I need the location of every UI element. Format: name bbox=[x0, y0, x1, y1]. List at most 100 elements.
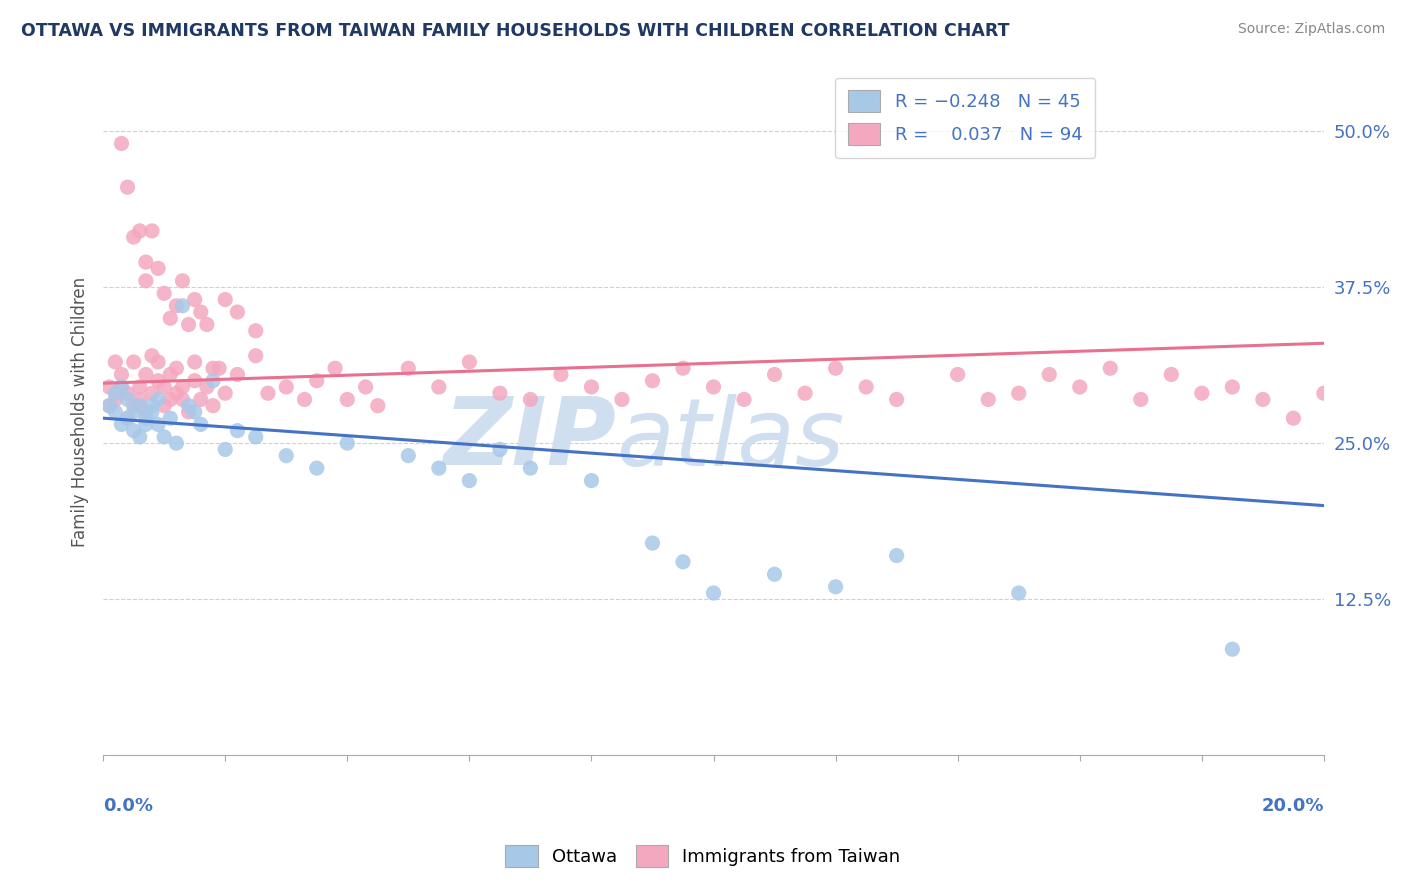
Point bbox=[141, 399, 163, 413]
Point bbox=[172, 274, 194, 288]
Y-axis label: Family Households with Children: Family Households with Children bbox=[72, 277, 89, 547]
Point bbox=[550, 368, 572, 382]
Point bbox=[153, 430, 176, 444]
Point bbox=[672, 555, 695, 569]
Point bbox=[165, 361, 187, 376]
Point bbox=[177, 318, 200, 332]
Point bbox=[159, 411, 181, 425]
Point bbox=[159, 368, 181, 382]
Point bbox=[117, 411, 139, 425]
Point bbox=[135, 417, 157, 432]
Point bbox=[177, 399, 200, 413]
Point bbox=[1220, 642, 1243, 657]
Point bbox=[141, 349, 163, 363]
Point bbox=[172, 380, 194, 394]
Text: 0.0%: 0.0% bbox=[103, 797, 153, 814]
Point bbox=[214, 442, 236, 457]
Point bbox=[354, 380, 377, 394]
Point bbox=[396, 449, 419, 463]
Point bbox=[946, 368, 969, 382]
Point bbox=[1038, 368, 1060, 382]
Point bbox=[519, 392, 541, 407]
Point bbox=[886, 549, 908, 563]
Point bbox=[172, 392, 194, 407]
Point bbox=[165, 299, 187, 313]
Point bbox=[165, 386, 187, 401]
Point bbox=[824, 361, 846, 376]
Point bbox=[117, 392, 139, 407]
Point bbox=[117, 411, 139, 425]
Point bbox=[141, 405, 163, 419]
Point bbox=[763, 368, 786, 382]
Point bbox=[1191, 386, 1213, 401]
Point bbox=[128, 399, 150, 413]
Point bbox=[489, 386, 512, 401]
Point bbox=[702, 380, 724, 394]
Point bbox=[98, 399, 121, 413]
Point bbox=[146, 261, 169, 276]
Point bbox=[183, 355, 205, 369]
Point bbox=[257, 386, 280, 401]
Point bbox=[214, 293, 236, 307]
Point bbox=[153, 399, 176, 413]
Point bbox=[122, 399, 145, 413]
Point bbox=[226, 424, 249, 438]
Point bbox=[110, 136, 132, 151]
Point bbox=[104, 355, 127, 369]
Point bbox=[763, 567, 786, 582]
Point bbox=[146, 374, 169, 388]
Text: Source: ZipAtlas.com: Source: ZipAtlas.com bbox=[1237, 22, 1385, 37]
Point bbox=[128, 430, 150, 444]
Point bbox=[146, 392, 169, 407]
Point bbox=[153, 286, 176, 301]
Point bbox=[245, 324, 267, 338]
Point bbox=[135, 411, 157, 425]
Point bbox=[159, 392, 181, 407]
Point bbox=[190, 392, 212, 407]
Point bbox=[1251, 392, 1274, 407]
Point bbox=[117, 386, 139, 401]
Legend: Ottawa, Immigrants from Taiwan: Ottawa, Immigrants from Taiwan bbox=[498, 838, 908, 874]
Point bbox=[794, 386, 817, 401]
Point bbox=[195, 380, 218, 394]
Point bbox=[165, 436, 187, 450]
Point bbox=[336, 436, 359, 450]
Point bbox=[276, 449, 298, 463]
Point bbox=[276, 380, 298, 394]
Point bbox=[1008, 586, 1031, 600]
Point bbox=[245, 430, 267, 444]
Text: atlas: atlas bbox=[616, 394, 844, 485]
Point bbox=[855, 380, 877, 394]
Point bbox=[458, 474, 481, 488]
Point bbox=[104, 392, 127, 407]
Point bbox=[733, 392, 755, 407]
Point bbox=[159, 311, 181, 326]
Point bbox=[201, 361, 224, 376]
Point bbox=[672, 361, 695, 376]
Point bbox=[458, 355, 481, 369]
Point bbox=[1220, 380, 1243, 394]
Point bbox=[122, 424, 145, 438]
Point bbox=[427, 380, 450, 394]
Point bbox=[396, 361, 419, 376]
Point bbox=[323, 361, 346, 376]
Point bbox=[153, 380, 176, 394]
Point bbox=[1099, 361, 1122, 376]
Point bbox=[201, 399, 224, 413]
Point bbox=[824, 580, 846, 594]
Point bbox=[886, 392, 908, 407]
Point bbox=[581, 380, 603, 394]
Point bbox=[110, 380, 132, 394]
Point bbox=[214, 386, 236, 401]
Point bbox=[98, 380, 121, 394]
Point bbox=[208, 361, 231, 376]
Point bbox=[519, 461, 541, 475]
Point bbox=[226, 368, 249, 382]
Point bbox=[977, 392, 1000, 407]
Point bbox=[190, 305, 212, 319]
Point bbox=[146, 417, 169, 432]
Point bbox=[177, 405, 200, 419]
Point bbox=[135, 368, 157, 382]
Point bbox=[195, 318, 218, 332]
Point bbox=[104, 405, 127, 419]
